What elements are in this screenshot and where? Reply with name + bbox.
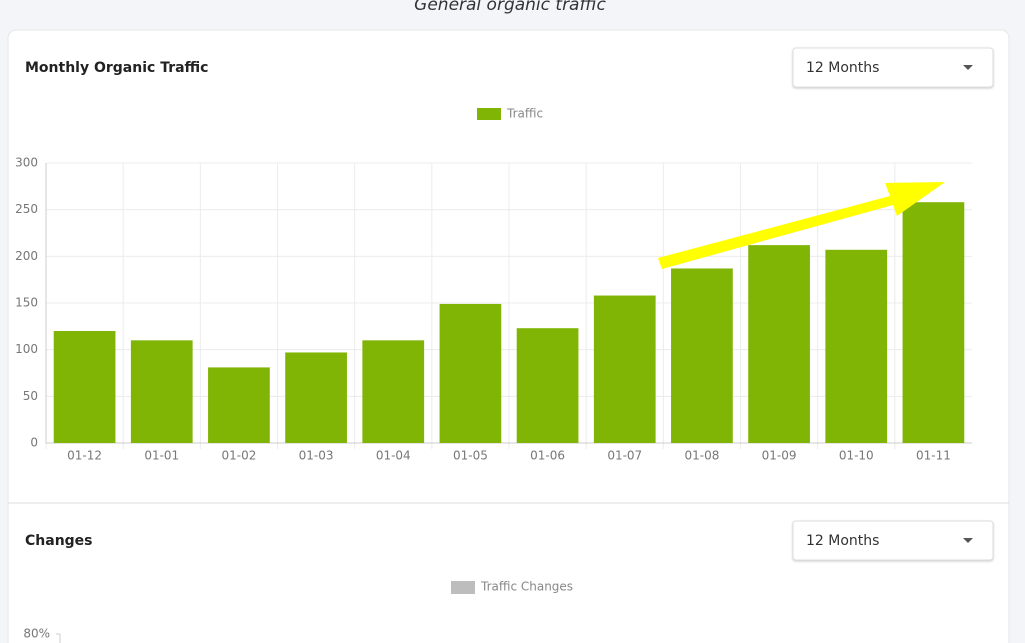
dropdown-caret: [963, 538, 973, 543]
bar: [516, 328, 579, 443]
x-tick-label: 01-02: [221, 449, 256, 463]
period-dropdown[interactable]: [792, 520, 994, 561]
chart-title: Changes: [25, 533, 93, 549]
dropdown-value: 12 Months: [806, 60, 879, 76]
bar: [902, 202, 965, 443]
y-tick-label: 100: [15, 342, 38, 356]
x-tick-label: 01-03: [299, 449, 334, 463]
y-tick-label: 200: [15, 249, 38, 263]
bar: [285, 352, 347, 443]
x-tick-label: 01-08: [684, 449, 719, 463]
y-tick-label: 0: [30, 436, 38, 450]
x-tick-label: 01-09: [762, 449, 797, 463]
dropdown-caret: [963, 65, 973, 70]
bar: [825, 249, 888, 443]
y-tick-label: 80%: [23, 627, 50, 641]
period-dropdown[interactable]: [792, 47, 994, 88]
x-tick-label: 01-12: [67, 449, 102, 463]
bar: [593, 295, 656, 443]
highlight-arrow: [658, 182, 945, 269]
bar: [362, 340, 425, 443]
chart-title: Monthly Organic Traffic: [25, 60, 208, 76]
y-tick-label: 150: [15, 296, 38, 310]
y-tick-label: 300: [15, 156, 38, 170]
x-tick-label: 01-04: [376, 449, 411, 463]
legend-swatch: [477, 108, 501, 120]
bar: [208, 367, 270, 443]
y-tick-label: 250: [15, 202, 38, 216]
bar: [130, 340, 193, 443]
x-tick-label: 01-06: [530, 449, 565, 463]
chart-section: Changes 12 Months Traffic Changes 80%: [23, 520, 994, 643]
legend-label: Traffic: [506, 107, 543, 121]
y-tick-label: 50: [23, 389, 38, 403]
legend-label: Traffic Changes: [480, 580, 573, 594]
x-tick-label: 01-10: [839, 449, 874, 463]
chart-section: Monthly Organic Traffic 12 Months Traffi…: [15, 47, 994, 463]
dropdown-value: 12 Months: [806, 533, 879, 549]
x-tick-label: 01-01: [144, 449, 179, 463]
legend-swatch: [451, 581, 475, 594]
bar: [748, 245, 810, 443]
x-tick-label: 01-07: [607, 449, 642, 463]
bar: [439, 303, 502, 443]
bar: [671, 268, 733, 443]
x-tick-label: 01-05: [453, 449, 488, 463]
x-tick-label: 01-11: [916, 449, 951, 463]
page-title: General organic traffic: [414, 0, 606, 15]
bar: [53, 331, 116, 443]
